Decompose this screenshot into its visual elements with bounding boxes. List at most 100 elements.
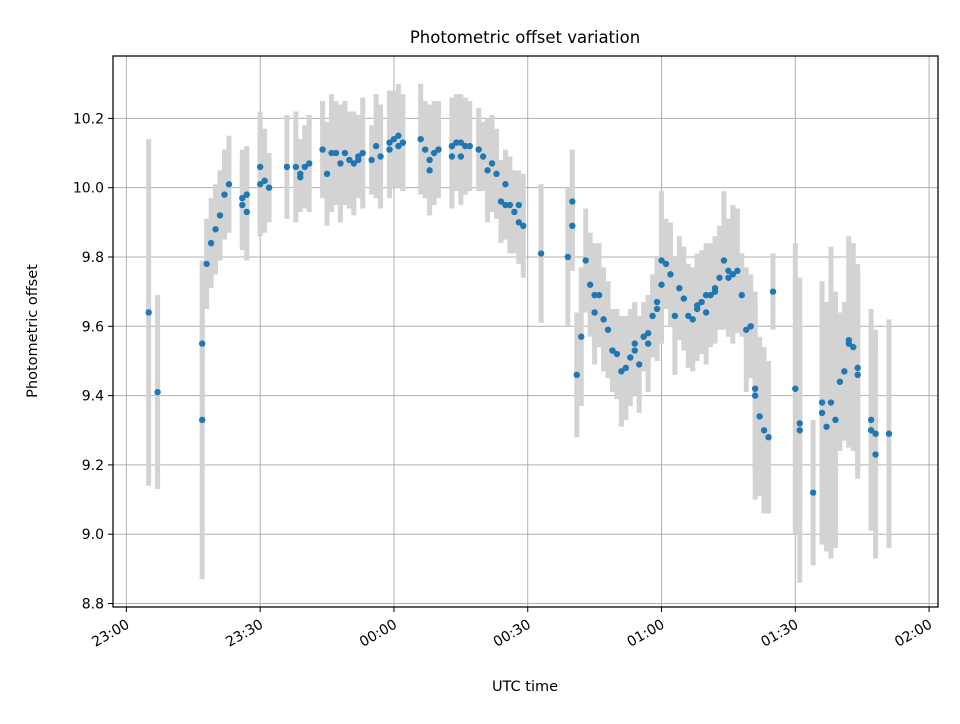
data-point — [564, 253, 572, 261]
y-tick-label: 9.2 — [82, 458, 104, 474]
data-point — [475, 146, 482, 153]
data-point — [671, 312, 679, 320]
y-tick-label: 10.0 — [73, 181, 104, 197]
data-point — [395, 132, 402, 139]
data-point — [573, 371, 580, 379]
data-point — [854, 364, 861, 372]
data-point — [421, 146, 429, 153]
data-point — [698, 298, 705, 306]
data-point — [435, 146, 442, 153]
data-point — [484, 167, 491, 174]
data-point — [743, 326, 750, 333]
data-point — [502, 181, 509, 188]
data-point — [867, 416, 875, 424]
data-point — [328, 149, 335, 157]
data-point — [479, 153, 487, 160]
data-point — [796, 420, 803, 427]
data-point — [154, 388, 161, 396]
x-tick-label: 01:30 — [758, 617, 801, 651]
data-point — [386, 139, 393, 146]
data-point — [809, 489, 817, 496]
data-point — [395, 142, 402, 150]
data-point — [832, 416, 839, 424]
data-point — [818, 409, 826, 417]
data-point — [707, 291, 714, 299]
data-point — [243, 191, 250, 198]
data-point — [885, 430, 893, 437]
data-point — [457, 139, 465, 146]
data-point — [462, 142, 469, 150]
data-point — [867, 427, 875, 434]
data-point — [618, 368, 625, 375]
x-axis-label: UTC time — [492, 679, 558, 695]
data-point — [693, 302, 701, 309]
data-point — [216, 212, 224, 219]
data-point — [609, 347, 616, 354]
data-point — [493, 170, 500, 178]
data-point — [198, 340, 206, 347]
data-point — [292, 163, 300, 171]
data-point — [872, 451, 879, 458]
data-point — [653, 298, 661, 306]
data-point — [368, 156, 375, 164]
data-point — [769, 288, 777, 295]
data-point — [702, 291, 710, 299]
data-point — [600, 316, 607, 323]
data-point — [537, 250, 545, 257]
data-point — [448, 153, 456, 160]
data-point — [239, 194, 246, 202]
data-point — [399, 139, 407, 146]
data-point — [676, 284, 683, 292]
data-point — [261, 177, 268, 184]
data-point — [631, 347, 638, 354]
data-point — [341, 149, 349, 157]
data-point — [346, 156, 353, 164]
data-point — [323, 170, 331, 178]
data-point — [854, 371, 861, 379]
data-point — [448, 142, 456, 150]
data-point — [207, 239, 215, 247]
data-point — [569, 222, 576, 230]
y-tick-label: 9.4 — [82, 389, 104, 405]
y-axis-label: Photometric offset — [25, 264, 41, 398]
data-point — [426, 167, 433, 174]
data-point — [225, 181, 233, 188]
data-point — [765, 433, 772, 441]
data-point — [591, 309, 598, 316]
data-point — [390, 135, 398, 143]
y-tick-label: 8.8 — [82, 597, 104, 613]
data-point — [377, 153, 384, 160]
data-point — [221, 191, 228, 198]
data-point — [756, 413, 763, 420]
data-point — [827, 399, 835, 406]
data-point — [658, 257, 665, 264]
data-point — [372, 142, 380, 150]
data-point — [515, 201, 523, 209]
data-point — [649, 312, 656, 320]
data-point — [212, 226, 219, 233]
data-point — [569, 198, 576, 205]
x-axis-ticks: 23:00 23:30 00:00 00:30 01:00 01:30 02:00 — [89, 607, 935, 651]
data-point — [662, 260, 670, 268]
data-point — [457, 153, 465, 160]
data-point — [613, 350, 621, 358]
data-point — [850, 343, 857, 351]
x-tick-label: 00:30 — [491, 617, 534, 651]
data-point — [653, 305, 661, 313]
data-point — [667, 271, 674, 278]
data-point — [488, 160, 496, 167]
data-point — [497, 198, 505, 205]
data-point — [319, 146, 326, 153]
data-point — [515, 219, 523, 226]
data-point — [818, 399, 826, 406]
data-point — [417, 135, 424, 143]
data-point — [145, 309, 152, 316]
data-point — [582, 257, 589, 264]
data-point — [734, 267, 741, 275]
x-tick-label: 00:00 — [357, 617, 400, 651]
plot-frame — [112, 55, 939, 608]
x-tick-label: 23:00 — [89, 617, 132, 651]
data-point — [591, 291, 598, 299]
y-tick-label: 10.2 — [73, 111, 104, 127]
data-point — [265, 184, 273, 191]
